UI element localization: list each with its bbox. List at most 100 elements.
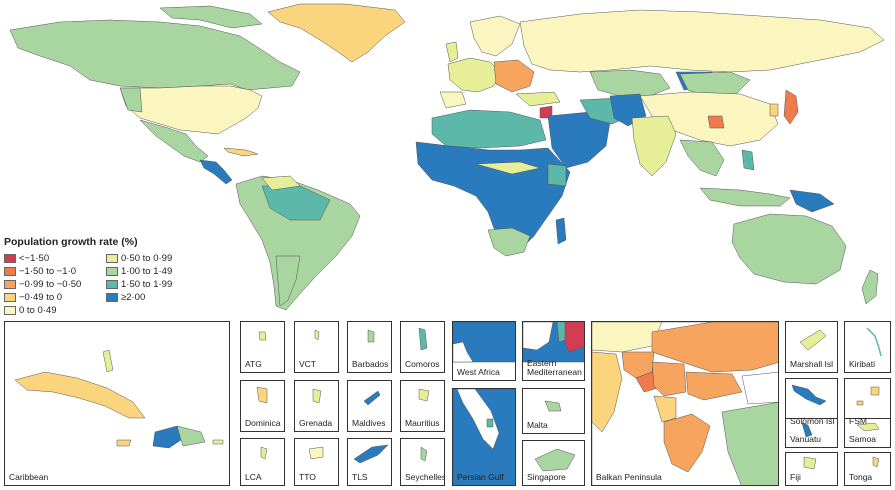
legend-item: <−1·50 xyxy=(4,252,104,264)
grenada-shape xyxy=(312,388,322,404)
inset-label-marshall: Marshall Isl xyxy=(790,359,833,369)
inset-label-mauritius: Mauritius xyxy=(405,418,440,428)
legend-item: 0·50 to 0·99 xyxy=(106,252,226,264)
inset-balkan: Balkan Peninsula xyxy=(591,321,779,486)
puerto-rico-shape xyxy=(212,439,224,445)
inset-lca: LCA xyxy=(240,438,285,486)
india xyxy=(631,115,677,177)
tto-shape xyxy=(308,446,324,460)
legend-title: Population growth rate (%) xyxy=(4,236,138,248)
bulgaria xyxy=(685,371,743,401)
korea xyxy=(769,103,779,117)
inset-label-fsm: FSM xyxy=(849,416,867,426)
haiti-shape xyxy=(152,425,182,449)
kazakhstan xyxy=(589,69,671,97)
legend-item: −0·49 to 0 xyxy=(4,291,104,303)
inset-label-solomon: Solomon Isl xyxy=(790,416,835,426)
turkey-west xyxy=(721,402,778,485)
scandinavia xyxy=(469,15,521,57)
central-america xyxy=(199,159,233,185)
coast-water xyxy=(453,341,474,363)
north-africa xyxy=(431,109,547,149)
legend-swatch xyxy=(4,266,16,276)
inset-label-tto: TTO xyxy=(299,472,316,482)
sea xyxy=(523,322,554,351)
inset-label-singapore: Singapore xyxy=(527,472,566,482)
legend-label: ≥2·00 xyxy=(121,291,146,303)
legend-item: 0 to 0·49 xyxy=(4,304,104,316)
se-asia xyxy=(679,139,725,177)
arctic-islands xyxy=(159,5,263,29)
turkey xyxy=(515,91,561,107)
italy xyxy=(592,351,623,433)
inset-eastern-med: Eastern Mediterranean xyxy=(522,321,585,381)
southern-africa xyxy=(487,227,531,257)
inset-label-comoros: Comoros xyxy=(405,359,440,369)
inset-label-west-africa: West Africa xyxy=(457,367,500,377)
legend: Population growth rate (%) <−1·50 0·50 t… xyxy=(4,236,234,316)
inset-atg: ATG xyxy=(240,321,285,373)
madagascar xyxy=(555,217,567,245)
inset-label-malta: Malta xyxy=(527,420,548,430)
legend-swatch xyxy=(106,279,118,289)
singapore-shape xyxy=(534,448,576,472)
serbia xyxy=(651,361,687,397)
legend-label: 0·50 to 0·99 xyxy=(121,252,173,264)
inset-solomon: Solomon Isl xyxy=(785,378,838,430)
inset-label-vanuatu: Vanuatu xyxy=(790,434,822,444)
legend-label: −0·99 to −0·50 xyxy=(19,278,82,290)
cuba-shape xyxy=(14,371,146,419)
legend-swatch xyxy=(4,279,16,289)
inset-comoros: Comoros xyxy=(400,321,445,373)
gulf-state xyxy=(486,418,494,428)
legend-swatch xyxy=(106,253,118,263)
legend-item: −0·99 to −0·50 xyxy=(4,278,104,290)
legend-item: 1·50 to 1·99 xyxy=(106,278,226,290)
inset-persian-gulf: Persian Gulf xyxy=(452,388,516,486)
russia xyxy=(519,9,885,73)
legend-swatch xyxy=(106,266,118,276)
inset-west-africa: West Africa xyxy=(452,321,516,381)
legend-item: 1·00 to 1·49 xyxy=(106,265,226,277)
marshall-shape xyxy=(799,329,827,351)
malta-shape xyxy=(544,400,562,412)
inset-fiji: Fiji xyxy=(785,452,838,486)
inset-maldives: Maldives xyxy=(347,380,392,432)
inset-tls: TLS xyxy=(347,438,392,486)
inset-label-maldives: Maldives xyxy=(352,418,386,428)
inset-label-seychelles: Seychelles xyxy=(405,472,445,482)
china-center xyxy=(707,115,725,129)
lca-shape xyxy=(260,446,268,460)
inset-label-atg: ATG xyxy=(245,359,262,369)
inset-label-tonga: Tonga xyxy=(849,472,873,482)
argentina xyxy=(275,255,301,307)
inset-barbados: Barbados xyxy=(347,321,392,373)
lebanon xyxy=(556,322,566,343)
legend-item: −1·50 to −1·0 xyxy=(4,265,104,277)
philippines xyxy=(741,149,755,171)
black-sea xyxy=(741,371,778,405)
bahamas-shape xyxy=(102,349,114,373)
atg-shape xyxy=(258,331,267,341)
legend-label: <−1·50 xyxy=(19,252,50,264)
inset-label-balkan: Balkan Peninsula xyxy=(596,472,662,482)
gulf-water xyxy=(456,389,500,450)
barbados-shape xyxy=(367,329,375,343)
inset-tonga: Tonga xyxy=(844,452,891,486)
inset-mauritius: Mauritius xyxy=(400,380,445,432)
legend-label: −0·49 to 0 xyxy=(19,291,63,303)
inset-label-grenada: Grenada xyxy=(299,418,333,428)
cuba xyxy=(223,147,259,157)
inset-label-barbados: Barbados xyxy=(352,359,389,369)
inset-label-samoa: Samoa xyxy=(849,434,876,444)
inset-label-caribbean: Caribbean xyxy=(9,472,49,482)
world-map xyxy=(9,3,885,311)
vct-shape xyxy=(314,329,320,341)
mauritius-shape xyxy=(418,388,430,402)
kiribati-shape xyxy=(866,327,882,357)
greenland xyxy=(267,3,406,63)
inset-label-lca: LCA xyxy=(245,472,262,482)
legend-label: 1·00 to 1·49 xyxy=(121,265,173,277)
legend-swatch xyxy=(4,305,16,315)
usa-west xyxy=(119,87,143,113)
